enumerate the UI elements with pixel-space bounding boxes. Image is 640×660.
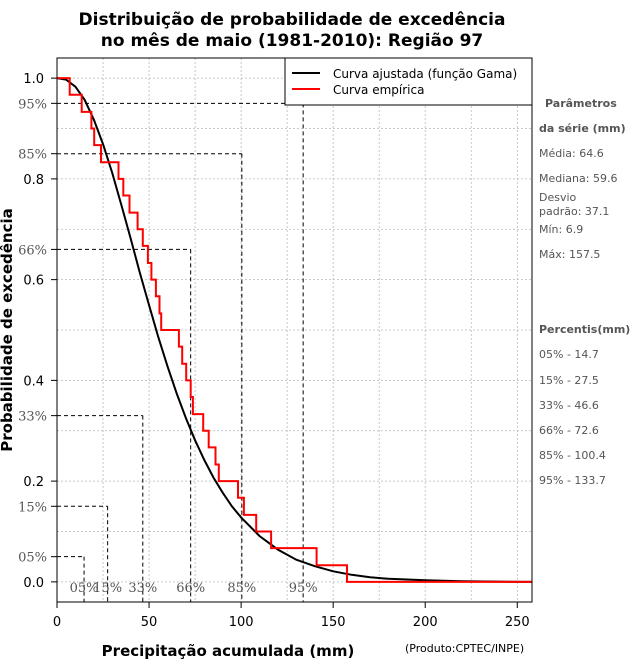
y-tick-label: 0.4	[23, 374, 44, 389]
y-axis: 1.0 0.8 0.6 0.4 0.2 0.0	[23, 72, 57, 591]
series	[56, 77, 533, 583]
percentile-y-label: 33%	[18, 410, 47, 425]
y-tick-label: 0.0	[23, 576, 44, 591]
param-max: Máx: 157.5	[539, 248, 600, 261]
percentis-heading: Percentis(mm)	[539, 323, 630, 336]
percentile-y-label: 15%	[18, 500, 47, 515]
x-axis-label: Precipitação acumulada (mm)	[102, 642, 355, 660]
percentile-y-label: 05%	[18, 551, 47, 566]
param-min: Mín: 6.9	[539, 223, 583, 236]
y-tick-label: 0.6	[23, 274, 44, 289]
x-tick-label: 100	[229, 615, 254, 630]
param-median: Mediana: 59.6	[539, 172, 617, 185]
legend-label-empirical: Curva empírica	[333, 83, 424, 97]
x-tick-label: 150	[321, 615, 346, 630]
y-tick-label: 0.8	[23, 173, 44, 188]
param-mean: Média: 64.6	[539, 147, 604, 160]
params-heading-2: da série (mm)	[539, 122, 626, 135]
percentil-85: 85% - 100.4	[539, 449, 606, 462]
x-tick-label: 0	[53, 615, 61, 630]
product-credit: (Produto:CPTEC/INPE)	[405, 642, 524, 655]
percentil-33: 33% - 46.6	[539, 399, 599, 412]
param-stddev-line-1: Desvio	[539, 191, 577, 204]
percentile-x-label: 33%	[128, 581, 157, 596]
percentile-x-label: 05%	[70, 581, 99, 596]
percentil-15: 15% - 27.5	[539, 374, 599, 387]
y-tick-label: 1.0	[23, 72, 44, 87]
x-tick-label: 200	[413, 615, 438, 630]
percentiles-panel: Percentis(mm) 05% - 14.7 15% - 27.5 33% …	[539, 323, 630, 487]
grid	[56, 58, 532, 602]
y-axis-label: Probabilidade de excedência	[0, 208, 16, 452]
y-tick-label: 0.2	[23, 475, 44, 490]
percentil-66: 66% - 72.6	[539, 424, 599, 437]
percentile-y-label: 95%	[18, 97, 47, 112]
series-fitted-gamma	[56, 77, 533, 583]
param-stddev-line-2: padrão: 37.1	[539, 205, 609, 218]
percentile-labels: 05%05%15%15%33%33%66%66%85%85%95%95%	[18, 97, 318, 596]
percentile-x-label: 66%	[176, 581, 205, 596]
legend: Curva ajustada (função Gama) Curva empír…	[284, 57, 533, 106]
percentile-x-label: 85%	[227, 581, 256, 596]
x-tick-label: 250	[505, 615, 530, 630]
chart-title-line-2: no mês de maio (1981-2010): Região 97	[101, 31, 484, 51]
series-empirical	[57, 77, 532, 583]
legend-box	[284, 57, 533, 106]
percentile-guides	[57, 102, 304, 602]
percentil-95: 95% - 133.7	[539, 474, 606, 487]
percentile-y-label: 66%	[18, 243, 47, 258]
params-heading-1: Parâmetros	[545, 97, 617, 110]
series-parameters-panel: Parâmetros da série (mm) Média: 64.6 Med…	[539, 97, 626, 261]
percentile-y-label: 85%	[18, 148, 47, 163]
x-tick-label: 50	[141, 615, 158, 630]
x-axis: 0 50 100 150 200 250	[53, 602, 530, 630]
legend-label-fitted: Curva ajustada (função Gama)	[333, 67, 517, 81]
percentile-x-label: 15%	[93, 581, 122, 596]
percentile-x-label: 95%	[289, 581, 318, 596]
chart-title-line-1: Distribuição de probabilidade de excedên…	[79, 10, 506, 30]
percentil-05: 05% - 14.7	[539, 348, 599, 361]
